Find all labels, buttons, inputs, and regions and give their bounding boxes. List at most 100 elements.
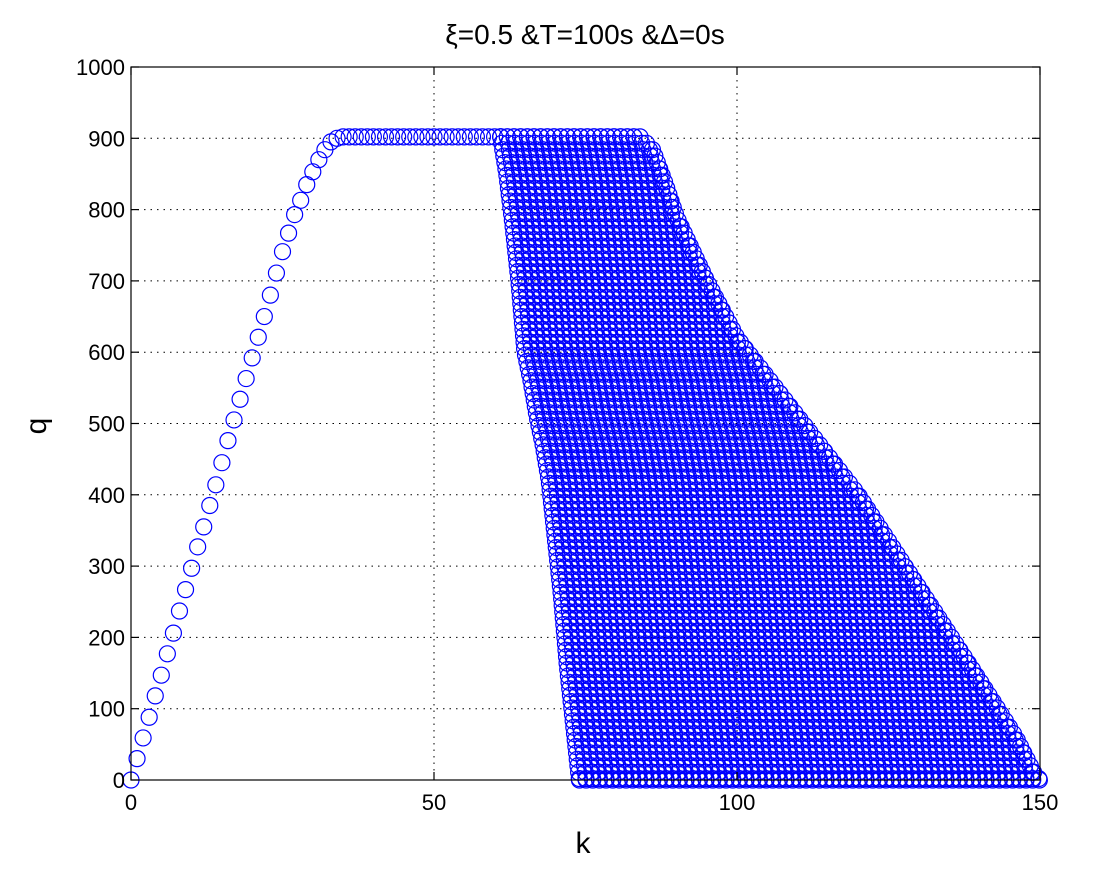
data-markers [122,128,1048,789]
data-point-marker [358,128,376,146]
data-point-marker [243,349,261,367]
x-tick-label: 150 [1022,790,1059,815]
data-point-marker [189,538,207,556]
data-point-marker [261,286,279,304]
data-point-marker [255,307,273,326]
y-tick-label: 200 [88,625,125,650]
data-point-marker [519,307,538,326]
data-point-marker [522,333,540,351]
data-point-marker [340,128,358,146]
data-point-marker [562,628,581,647]
data-point-marker [761,372,779,390]
data-point-marker [564,648,582,666]
data-point-marker [237,369,255,388]
data-point-marker [267,264,286,282]
data-point-marker [561,615,580,634]
data-point-marker [561,609,579,627]
data-point-marker [443,128,461,146]
data-point-marker [513,314,532,332]
data-point-marker [170,602,189,620]
x-axis-label: k [576,827,592,860]
data-point-marker [556,635,575,653]
data-point-marker [273,243,292,261]
y-tick-label: 900 [88,126,125,151]
data-point-marker [806,429,824,448]
data-point-marker [158,645,176,663]
data-point-marker [231,390,249,408]
data-point-marker [555,622,573,640]
data-point-marker [279,224,298,242]
data-point-marker [796,417,814,435]
x-tick-label: 100 [719,790,756,815]
data-point-marker [376,128,395,146]
data-point-marker [425,128,443,146]
data-point-marker [419,128,437,146]
y-tick-label: 600 [88,340,125,365]
data-point-marker [207,476,225,494]
data-point-marker [146,687,164,705]
data-point-marker [352,128,370,146]
data-point-marker [164,624,183,642]
data-point-marker [134,729,152,747]
y-tick-label: 500 [88,412,125,437]
data-point-marker [555,615,573,634]
data-point-marker [219,432,237,450]
data-point-marker [382,128,401,146]
data-point-marker [517,282,535,300]
data-point-marker [520,314,538,332]
data-point-marker [486,128,504,146]
data-point-marker [152,666,170,684]
data-point-marker [249,328,267,346]
data-point-marker [401,128,419,146]
x-tick-label: 0 [125,790,137,815]
data-point-marker [553,590,571,608]
data-point-marker [461,128,479,146]
data-point-marker [370,128,389,146]
x-tick-label: 50 [422,790,446,815]
data-point-marker [553,596,571,614]
data-point-marker [514,320,532,338]
data-point-marker [292,191,310,209]
data-point-marker [346,128,364,146]
data-point-marker [128,750,146,768]
y-tick-label: 700 [88,269,125,294]
data-point-marker [437,128,455,146]
data-point-marker [811,436,829,454]
data-point-marker [560,603,578,621]
data-point-marker [334,128,352,146]
data-point-marker [519,301,537,319]
data-point-marker [455,128,473,146]
data-point-marker [518,288,536,306]
data-point-marker [563,635,581,653]
y-tick-label: 400 [88,483,125,508]
data-point-marker [556,628,574,647]
data-point-marker [286,205,304,224]
data-point-marker [225,411,243,429]
data-point-marker [140,708,158,726]
data-point-marker [513,307,531,326]
data-point-marker [195,518,213,536]
data-point-marker [364,128,382,146]
data-point-marker [449,128,467,146]
data-point-marker [328,129,346,147]
data-point-marker [183,559,201,577]
y-axis-label: q [20,418,53,435]
data-point-marker [512,301,530,319]
data-point-marker [413,128,431,146]
data-point-marker [521,320,539,338]
y-tick-label: 100 [88,697,125,722]
data-point-marker [559,590,577,608]
chart-title: ξ=0.5 &T=100s &Δ=0s [445,19,725,50]
data-point-marker [562,622,580,640]
data-point-marker [473,128,492,146]
data-point-marker [512,295,530,313]
data-point-marker [557,641,575,659]
y-tick-label: 1000 [76,55,125,80]
data-point-marker [554,603,572,621]
data-point-marker [395,128,413,146]
data-point-marker [213,454,231,472]
data-point-marker [467,128,486,146]
data-point-marker [389,128,407,146]
y-tick-label: 300 [88,554,125,579]
data-point-marker [554,609,572,627]
